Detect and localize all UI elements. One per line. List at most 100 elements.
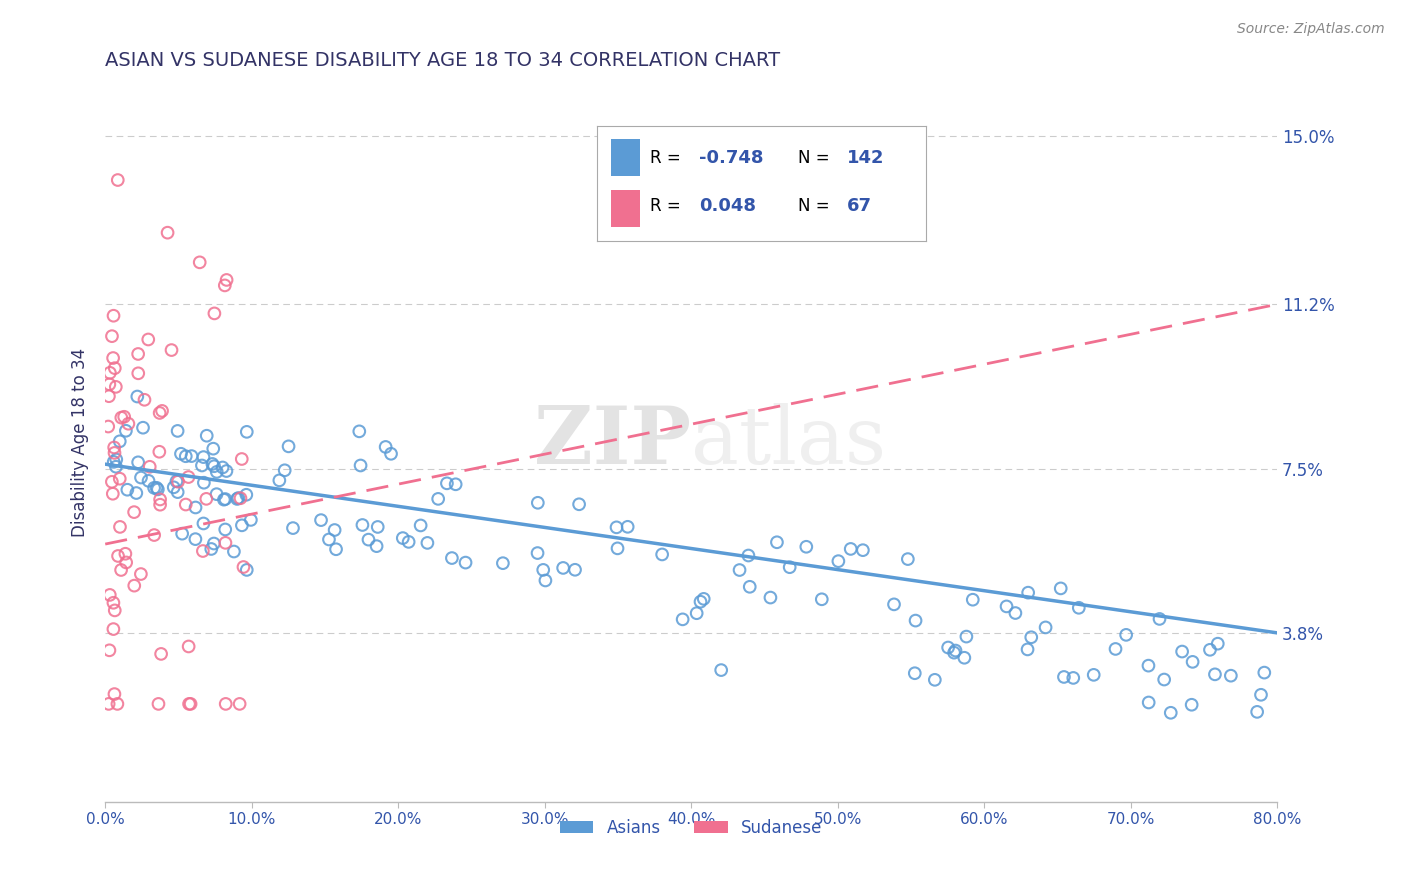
- Point: [281, 521, 304, 535]
- Point: [534, 574, 557, 588]
- Point: [202, 306, 225, 320]
- Point: [531, 563, 554, 577]
- Point: [229, 491, 252, 506]
- Point: [145, 481, 167, 495]
- Point: [427, 491, 450, 506]
- Point: [693, 591, 716, 606]
- Point: [710, 663, 733, 677]
- Point: [794, 540, 817, 554]
- Point: [108, 434, 131, 449]
- Point: [349, 425, 371, 439]
- Point: [166, 424, 188, 438]
- Point: [962, 592, 984, 607]
- Point: [1181, 655, 1204, 669]
- Point: [214, 491, 236, 506]
- Point: [995, 599, 1018, 614]
- Point: [827, 554, 849, 568]
- Point: [101, 487, 124, 501]
- Point: [195, 428, 218, 442]
- Point: [139, 459, 162, 474]
- Point: [1160, 706, 1182, 720]
- Point: [215, 697, 238, 711]
- Point: [1017, 585, 1039, 599]
- Point: [146, 483, 169, 497]
- Point: [148, 444, 170, 458]
- Point: [193, 516, 215, 531]
- Point: [1104, 642, 1126, 657]
- Point: [616, 520, 638, 534]
- Point: [103, 309, 125, 323]
- Point: [166, 475, 188, 489]
- Point: [97, 389, 120, 403]
- Point: [349, 458, 371, 473]
- Point: [167, 475, 190, 489]
- Point: [945, 643, 967, 657]
- Point: [214, 536, 236, 550]
- Point: [391, 531, 413, 545]
- Point: [222, 544, 245, 558]
- Point: [107, 173, 129, 187]
- Point: [1253, 665, 1275, 680]
- Point: [728, 563, 751, 577]
- Point: [231, 452, 253, 467]
- Point: [172, 526, 194, 541]
- Point: [810, 592, 832, 607]
- Point: [766, 535, 789, 549]
- Point: [105, 452, 128, 467]
- Point: [737, 549, 759, 563]
- Point: [226, 491, 249, 506]
- Point: [1017, 642, 1039, 657]
- Point: [215, 273, 238, 287]
- Point: [214, 278, 236, 293]
- Point: [149, 498, 172, 512]
- Point: [352, 518, 374, 533]
- Point: [409, 518, 432, 533]
- Point: [904, 666, 927, 681]
- Point: [122, 505, 145, 519]
- Point: [1219, 668, 1241, 682]
- Point: [527, 496, 550, 510]
- Point: [127, 455, 149, 469]
- Point: [97, 697, 120, 711]
- Text: ASIAN VS SUDANESE DISABILITY AGE 18 TO 34 CORRELATION CHART: ASIAN VS SUDANESE DISABILITY AGE 18 TO 3…: [105, 51, 780, 70]
- Point: [191, 458, 214, 473]
- Point: [1083, 668, 1105, 682]
- Point: [138, 474, 160, 488]
- Point: [127, 366, 149, 380]
- Point: [564, 563, 586, 577]
- Point: [924, 673, 946, 687]
- Point: [759, 591, 782, 605]
- Point: [195, 491, 218, 506]
- Point: [103, 441, 125, 455]
- Point: [1019, 630, 1042, 644]
- Point: [201, 457, 224, 471]
- Point: [212, 492, 235, 507]
- Point: [156, 226, 179, 240]
- Point: [125, 486, 148, 500]
- Point: [226, 491, 249, 505]
- Point: [943, 646, 966, 660]
- Point: [236, 425, 259, 439]
- Point: [689, 595, 711, 609]
- Point: [1153, 673, 1175, 687]
- Point: [1115, 628, 1137, 642]
- Text: ZIP: ZIP: [534, 403, 692, 481]
- Point: [105, 697, 128, 711]
- Point: [107, 549, 129, 563]
- Point: [98, 588, 121, 602]
- Point: [127, 390, 149, 404]
- Point: [180, 449, 202, 463]
- Point: [215, 464, 238, 478]
- Point: [150, 647, 173, 661]
- Point: [897, 552, 920, 566]
- Point: [160, 343, 183, 357]
- Point: [97, 419, 120, 434]
- Point: [112, 409, 135, 424]
- Point: [193, 475, 215, 490]
- Point: [115, 556, 138, 570]
- Point: [273, 463, 295, 477]
- Point: [1062, 671, 1084, 685]
- Point: [202, 459, 225, 474]
- Point: [101, 475, 124, 489]
- Point: [143, 528, 166, 542]
